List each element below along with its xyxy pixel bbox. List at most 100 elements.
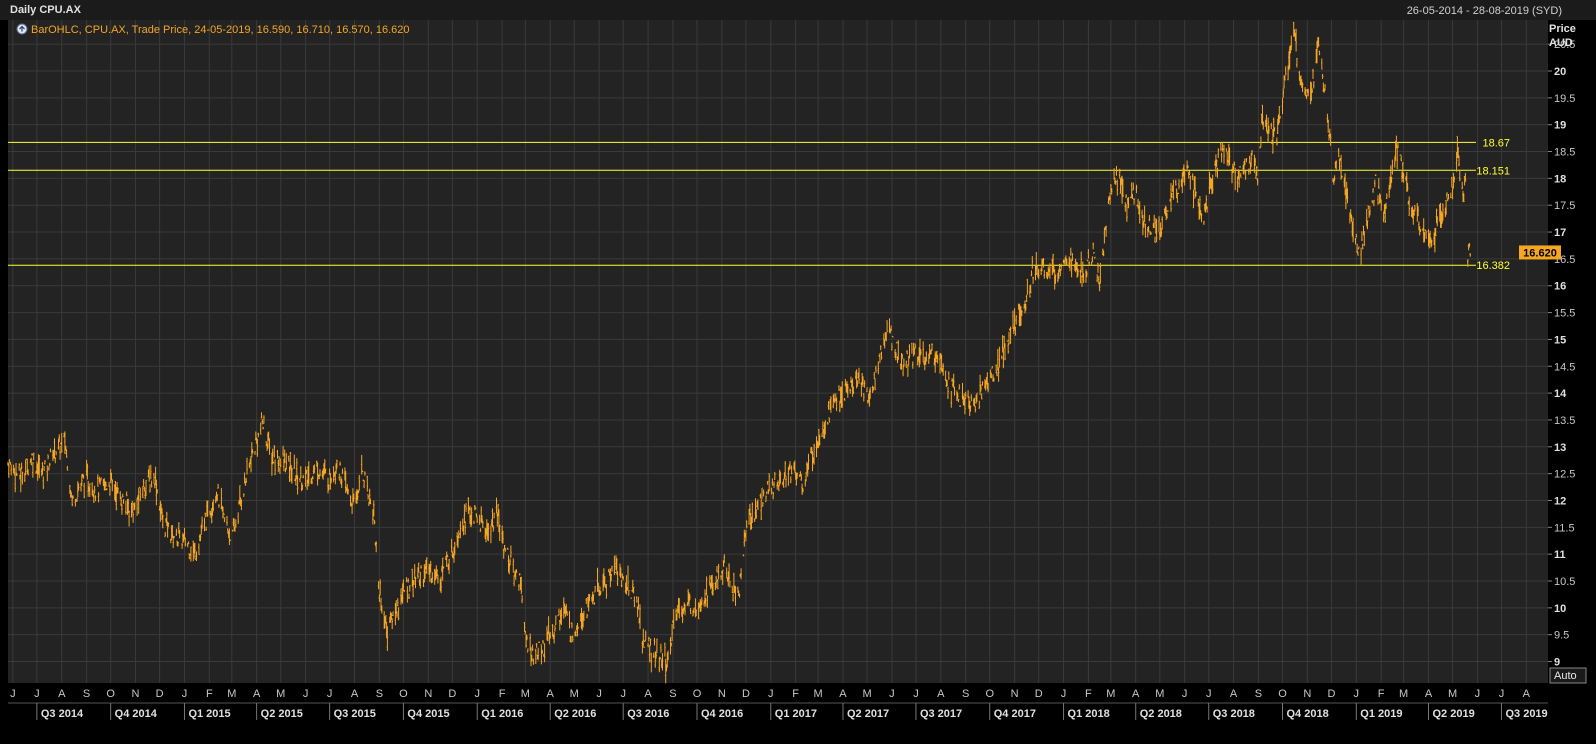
month-tick-label: J [303, 688, 309, 700]
month-tick-label: A [1523, 688, 1531, 700]
month-tick-label: J [596, 688, 602, 700]
plot-area[interactable] [8, 20, 1548, 683]
y-tick-label: 17 [1554, 227, 1566, 239]
month-tick-label: A [1132, 688, 1140, 700]
month-tick-label: F [1378, 688, 1385, 700]
y-tick-label: 18.5 [1554, 147, 1575, 159]
month-tick-label: M [521, 688, 530, 700]
month-tick-label: M [1106, 688, 1115, 700]
price-axis[interactable] [1548, 20, 1596, 744]
month-tick-label: J [1206, 688, 1212, 700]
time-axis[interactable] [0, 683, 1548, 744]
month-tick-label: J [913, 688, 919, 700]
month-tick-label: J [1182, 688, 1188, 700]
month-tick-label: D [448, 688, 456, 700]
y-tick-label: 14.5 [1554, 361, 1575, 373]
quarter-tick-label: Q1 2019 [1360, 708, 1402, 720]
y-tick-label: 16.5 [1554, 254, 1575, 266]
month-tick-label: J [182, 688, 188, 700]
last-price-label: 16.620 [1523, 247, 1557, 259]
y-axis-unit: Price AUD [1549, 23, 1576, 49]
y-tick-label: 20.5 [1554, 39, 1575, 51]
y-tick-label: 11 [1554, 549, 1566, 561]
auto-button-label[interactable]: Auto [1554, 670, 1577, 682]
y-tick-label: 14 [1554, 388, 1567, 400]
y-tick-label: 17.5 [1554, 200, 1575, 212]
month-tick-label: D [1035, 688, 1043, 700]
quarter-tick-label: Q2 2015 [261, 708, 303, 720]
month-tick-label: O [693, 688, 702, 700]
month-tick-label: O [399, 688, 408, 700]
legend-arrow-icon [19, 25, 25, 32]
month-tick-label: N [132, 688, 140, 700]
month-tick-label: J [1499, 688, 1505, 700]
month-tick-label: J [1354, 688, 1360, 700]
horizontal-lines[interactable]: 18.67 18.151 16.382 [8, 137, 1510, 272]
quarter-tick-label: Q3 2019 [1505, 708, 1547, 720]
horizontal-level-label: 16.382 [1476, 260, 1510, 272]
quarter-tick-label: Q4 2016 [701, 708, 743, 720]
quarter-tick-label: Q2 2019 [1432, 708, 1474, 720]
quarter-tick-label: Q1 2017 [775, 708, 817, 720]
month-tick-label: M [814, 688, 823, 700]
quarter-tick-label: Q2 2018 [1140, 708, 1182, 720]
quarter-tick-label: Q4 2014 [115, 708, 158, 720]
month-tick-label: J [34, 688, 40, 700]
month-tick-label: M [570, 688, 579, 700]
y-tick-label: 15 [1554, 334, 1566, 346]
auto-button-frame[interactable] [1549, 667, 1587, 684]
month-tick-label: F [206, 688, 213, 700]
price-chart[interactable]: 18.67 18.151 16.382 9 9.5 10 10.5 11 11.5 12 12.5… [0, 20, 1596, 744]
month-tick-label: J [474, 688, 480, 700]
month-tick-label: A [1425, 688, 1433, 700]
y-tick-label: 19.5 [1554, 93, 1575, 105]
month-tick-label: F [1085, 688, 1092, 700]
quarter-tick-label: Q1 2018 [1068, 708, 1110, 720]
y-tick-label: 19 [1554, 120, 1566, 132]
legend-text: BarOHLC, CPU.AX, Trade Price, 24-05-2019… [31, 24, 410, 36]
y-tick-label: 10.5 [1554, 576, 1575, 588]
month-tick-label: J [327, 688, 333, 700]
month-tick-label: A [58, 688, 66, 700]
month-tick-label: M [862, 688, 871, 700]
y-tick-label: 20 [1554, 66, 1566, 78]
chart-title: Daily CPU.AX [10, 4, 81, 16]
horizontal-level-label: 18.67 [1482, 137, 1510, 149]
grid-lines [8, 20, 1548, 683]
y-tick-label: 12 [1554, 495, 1566, 507]
date-range-label: 26-05-2014 - 28-08-2019 (SYD) [1406, 5, 1562, 17]
month-tick-label: F [792, 688, 799, 700]
month-tick-label: A [839, 688, 847, 700]
quarter-tick-label: Q3 2018 [1213, 708, 1255, 720]
quarter-tick-label: Q1 2015 [188, 708, 230, 720]
month-tick-label: A [351, 688, 359, 700]
quarter-tick-label: Q3 2014 [41, 708, 84, 720]
auto-button[interactable]: Auto [1549, 667, 1587, 684]
quarter-tick-label: Q3 2016 [627, 708, 669, 720]
month-tick-label: A [253, 688, 261, 700]
last-price-box [1519, 245, 1561, 260]
y-tick-label: 11.5 [1554, 522, 1575, 534]
month-tick-label: J [620, 688, 626, 700]
y-tick-label: 18 [1554, 173, 1566, 185]
month-tick-label: S [376, 688, 383, 700]
y-axis-unit-line-2: AUD [1549, 37, 1573, 49]
y-tick-label: 13.5 [1554, 415, 1575, 427]
y-tick-label: 12.5 [1554, 469, 1575, 481]
y-tick-label: 15.5 [1554, 308, 1575, 320]
y-tick-label: 9 [1554, 657, 1560, 669]
month-tick-label: J [768, 688, 774, 700]
month-tick-label: N [1303, 688, 1311, 700]
month-tick-label: J [10, 688, 16, 700]
y-tick-label: 10 [1554, 603, 1566, 615]
month-tick-label: M [1399, 688, 1408, 700]
quarter-tick-label: Q1 2016 [481, 708, 523, 720]
month-tick-label: S [83, 688, 90, 700]
last-price-tag: 16.620 [1519, 245, 1561, 260]
title-bar: Daily CPU.AX 26-05-2014 - 28-08-2019 (SY… [0, 0, 1596, 21]
quarter-tick-label: Q2 2016 [554, 708, 596, 720]
month-tick-label: S [669, 688, 676, 700]
quarter-tick-label: Q4 2015 [407, 708, 449, 720]
